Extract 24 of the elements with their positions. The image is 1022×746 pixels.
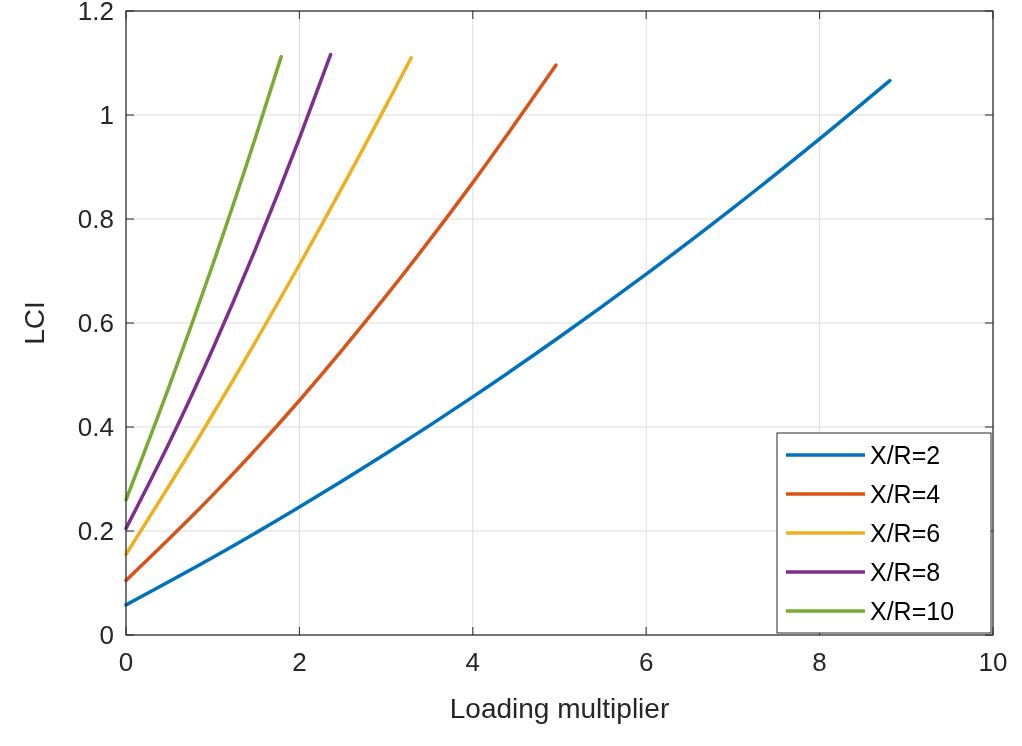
line-series bbox=[124, 55, 283, 502]
legend-label: X/R=10 bbox=[870, 597, 955, 625]
y-tick-label: 1 bbox=[99, 100, 114, 130]
x-tick-label: 4 bbox=[465, 647, 481, 677]
legend-label: X/R=8 bbox=[870, 558, 941, 586]
x-tick-label: 10 bbox=[978, 647, 1008, 677]
legend-label: X/R=4 bbox=[870, 480, 941, 508]
line-series bbox=[124, 63, 558, 583]
y-tick-label: 0.6 bbox=[77, 308, 114, 338]
y-tick-label: 0.4 bbox=[77, 412, 114, 442]
y-tick-label: 0.2 bbox=[77, 516, 114, 546]
line-series bbox=[124, 56, 413, 557]
x-tick-label: 0 bbox=[118, 647, 134, 677]
y-tick-label: 1.2 bbox=[77, 0, 114, 26]
x-axis-title: Loading multiplier bbox=[449, 693, 670, 724]
y-tick-label: 0 bbox=[99, 620, 114, 650]
line-series bbox=[124, 52, 333, 531]
x-tick-label: 8 bbox=[812, 647, 827, 677]
legend-label: X/R=6 bbox=[870, 519, 941, 547]
legend-label: X/R=2 bbox=[870, 441, 941, 469]
y-tick-label: 0.8 bbox=[77, 204, 114, 234]
x-tick-label: 2 bbox=[292, 647, 307, 677]
x-tick-label: 6 bbox=[638, 647, 654, 677]
y-axis-title: LCI bbox=[19, 301, 50, 345]
